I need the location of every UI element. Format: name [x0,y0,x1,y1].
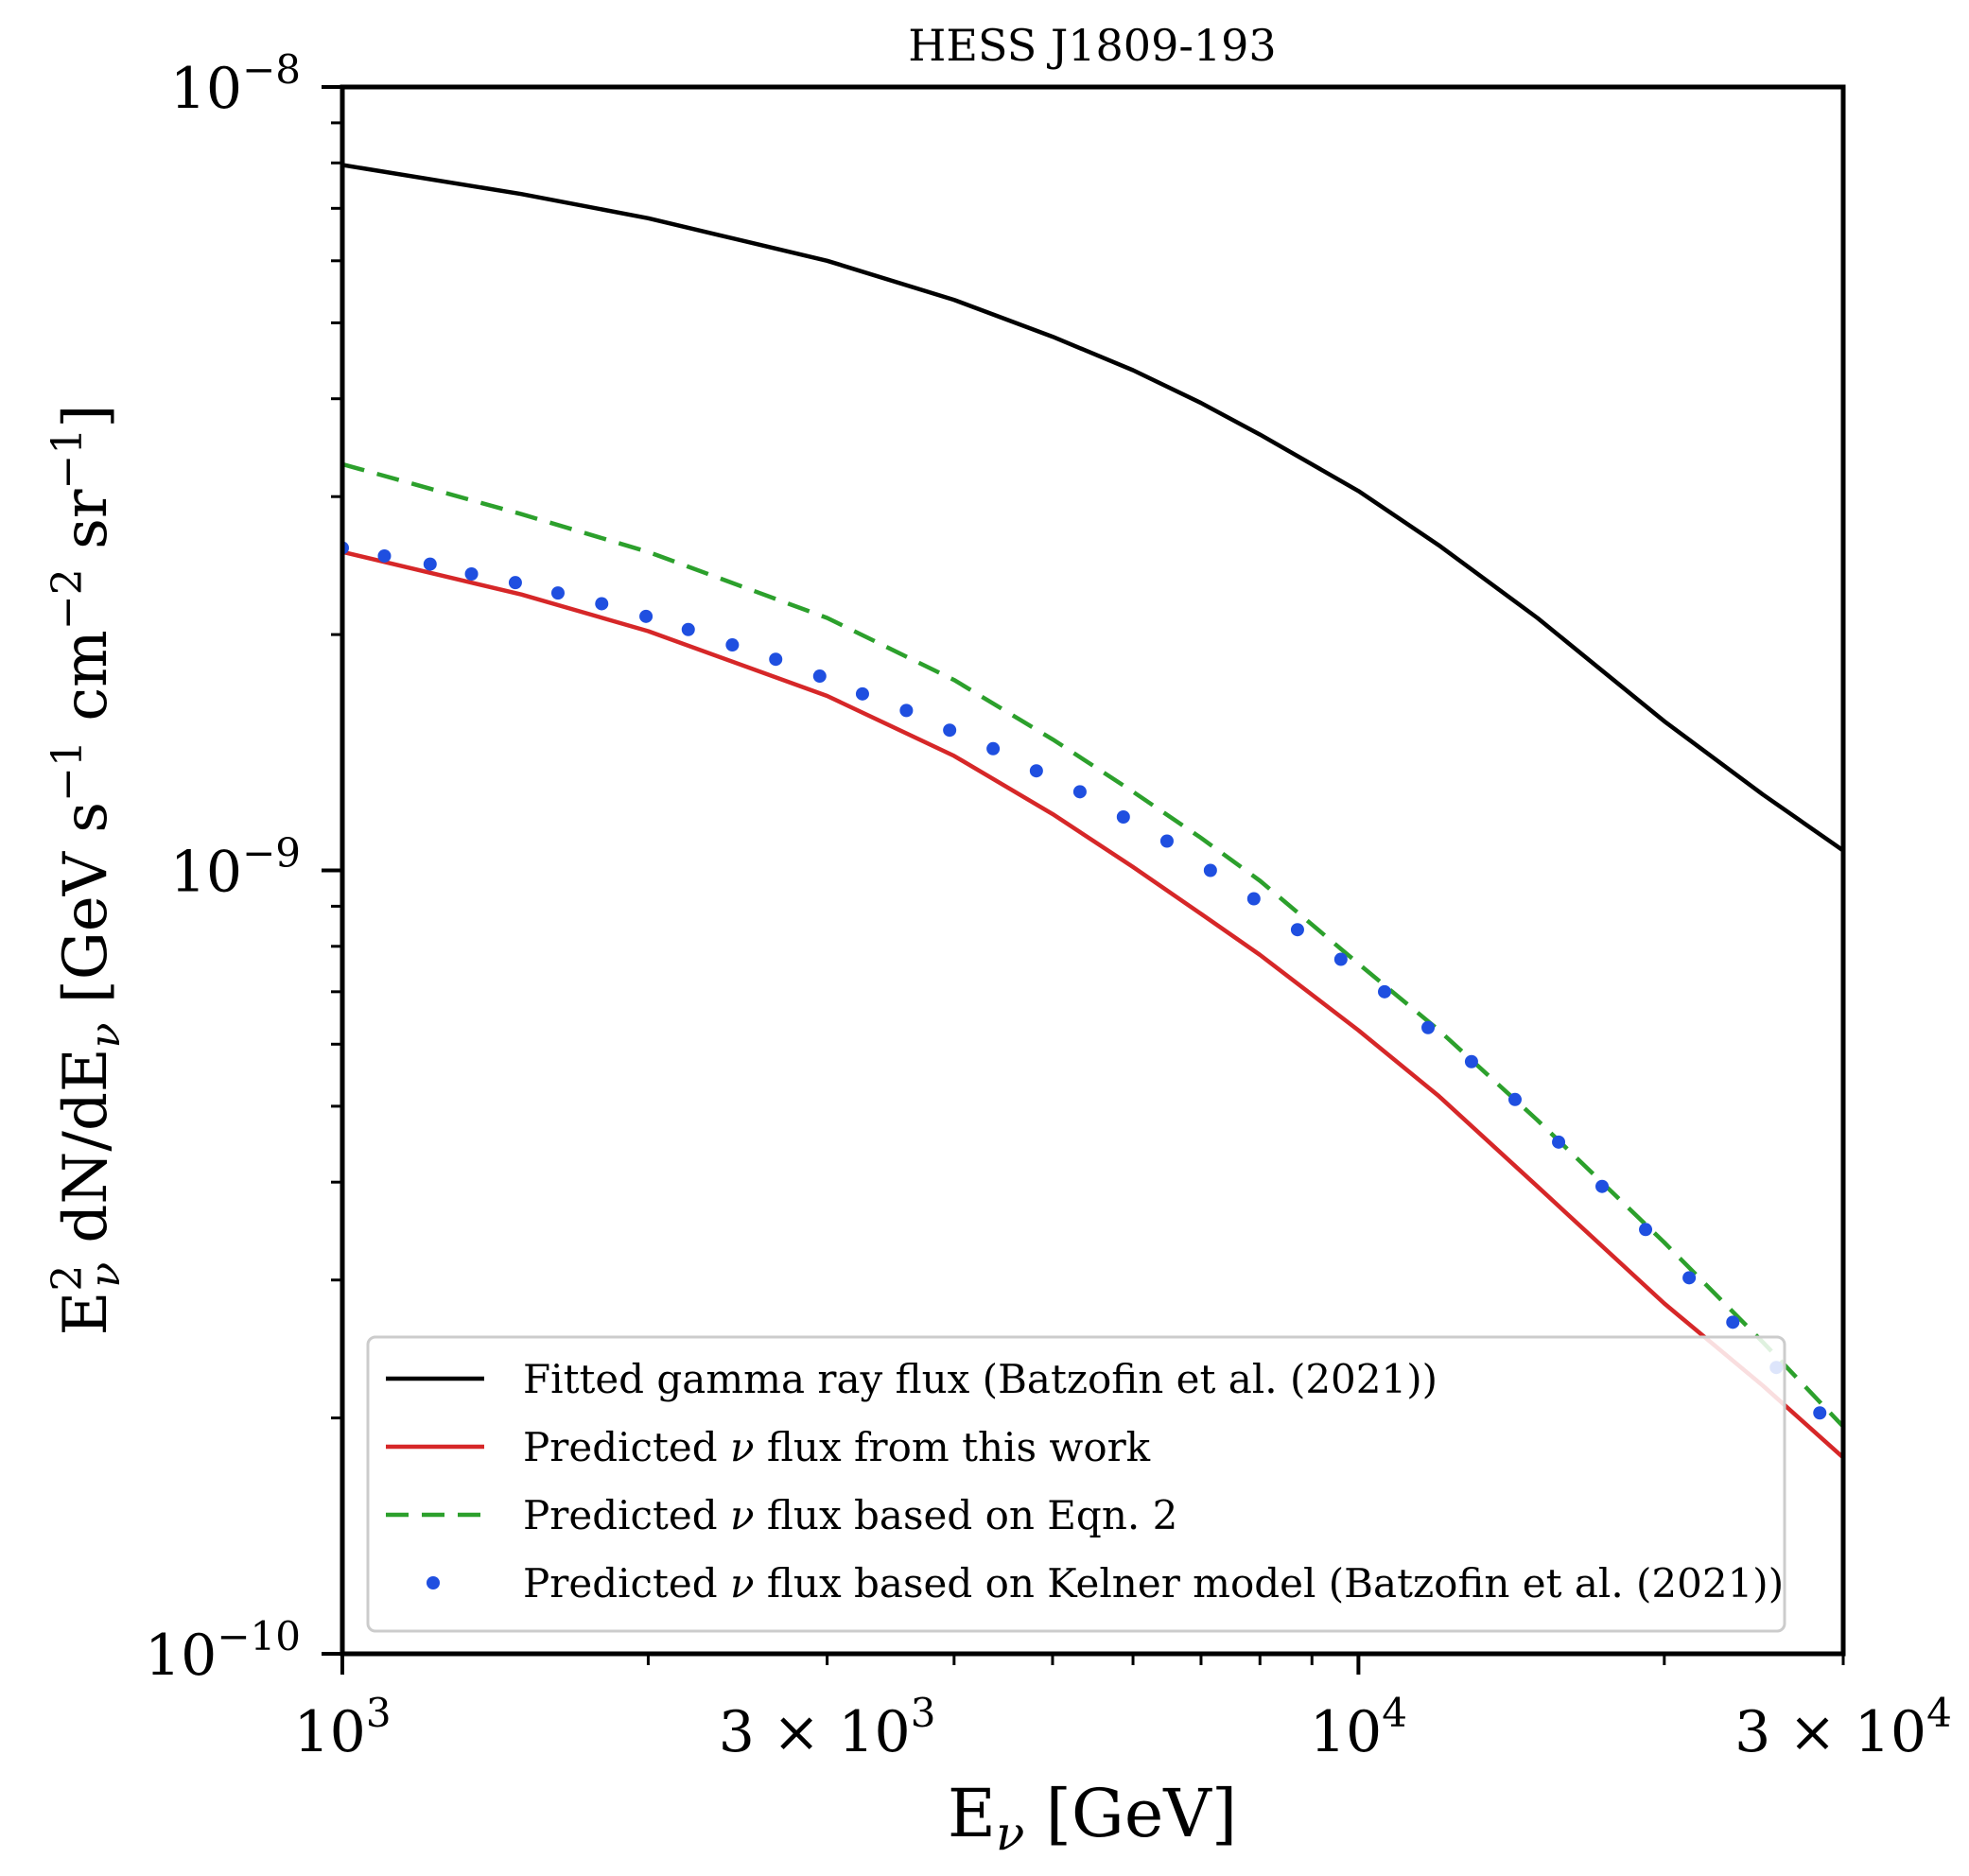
kelner-data-point [1507,1092,1522,1106]
kelner-data-point [1726,1315,1740,1329]
legend-label: Predicted ν flux from this work [523,1424,1151,1470]
kelner-data-point [1552,1135,1566,1149]
kelner-data-point [639,609,653,623]
legend-label: Predicted ν flux based on Kelner model (… [523,1560,1784,1607]
legend-label: Fitted gamma ray flux (Batzofin et al. (… [523,1356,1438,1402]
kelner-data-point [1682,1271,1697,1285]
y-tick-labels: 10−8 10−9 10−10 [145,46,301,1689]
legend-marker [427,1576,440,1589]
kelner-data-point [725,638,740,652]
kelner-data-point [1246,892,1261,906]
legend: Fitted gamma ray flux (Batzofin et al. (… [366,1335,1786,1633]
chart-title: HESS J1809-193 [908,20,1276,71]
kelner-data-point [1378,984,1392,999]
kelner-data-point [899,704,914,718]
kelner-data-point [1203,863,1217,877]
x-tick-label: 104 [1310,1690,1407,1765]
kelner-data-point [1595,1179,1610,1193]
kelner-data-point [1029,764,1043,778]
y-tick-label: 10−10 [145,1613,301,1689]
y-tick-label: 10−9 [170,830,301,906]
kelner-data-point [681,622,695,636]
kelner-data-point [1421,1020,1436,1034]
kelner-data-point [1159,834,1174,848]
kelner-data-point [550,586,565,600]
kelner-data-point [1333,952,1348,966]
series-line-0 [342,163,1843,853]
kelner-data-point [1072,785,1087,799]
kelner-data-point [1639,1223,1653,1237]
legend-label: Predicted ν flux based on Eqn. 2 [523,1492,1177,1538]
x-tick-label: 3 × 103 [719,1690,936,1765]
x-tick-label: 3 × 104 [1734,1690,1952,1765]
x-tick-label: 103 [293,1690,391,1765]
y-axis-label: E2ν dN/dEν [GeV s−1 cm−2 sr−1] [44,405,130,1336]
kelner-data-point [1290,923,1304,937]
kelner-data-point [812,669,827,684]
x-axis-label: Eν [GeV] [948,1775,1237,1861]
kelner-data-point [986,741,1001,756]
y-tick-label: 10−8 [170,46,301,122]
kelner-data-point [769,652,783,667]
series-line-2 [342,461,1843,1429]
kelner-data-point [1813,1406,1827,1420]
plot-frame [340,84,1846,1657]
kelner-data-point [943,723,957,738]
kelner-data-point [377,548,392,563]
kelner-data-point [595,597,609,611]
legend-box [366,1335,1786,1633]
kelner-data-point [508,576,522,590]
kelner-data-point [423,557,437,571]
series-line-1 [342,549,1843,1460]
kelner-data-point [464,566,479,581]
kelner-data-point [1116,810,1130,825]
kelner-data-point [855,686,869,701]
kelner-data-point [1464,1054,1478,1068]
series-layer [342,163,1843,1460]
x-tick-labels: 103 3 × 103 104 3 × 104 [293,1690,1951,1765]
